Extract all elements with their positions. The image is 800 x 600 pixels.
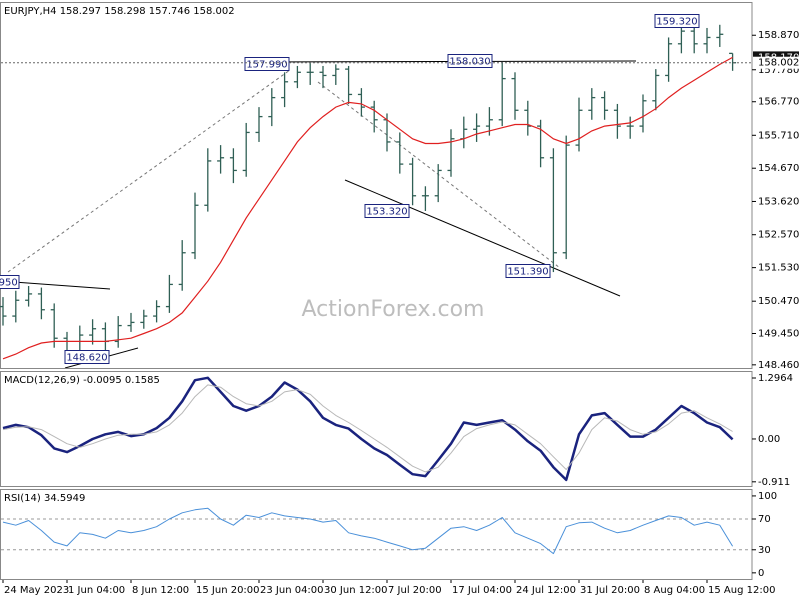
annotation: 159.320 xyxy=(656,17,697,28)
y-tick-label: 0 xyxy=(758,568,764,579)
watermark: ActionForex.com xyxy=(302,297,485,322)
y-tick-label: 148.460 xyxy=(758,360,799,371)
price-marker-box xyxy=(753,56,799,69)
y-tick-label: 157.780 xyxy=(758,65,799,76)
panel-frame xyxy=(0,489,753,580)
x-tick-label: 8 Jun 12:00 xyxy=(132,585,189,596)
trend-line xyxy=(244,60,637,63)
y-tick-label: 30 xyxy=(758,545,771,556)
y-tick-label: 154.670 xyxy=(758,163,799,174)
y-tick-label: 0.00 xyxy=(758,434,780,445)
indicator-line xyxy=(2,384,733,473)
wave-line xyxy=(317,81,561,269)
y-tick-label: 152.570 xyxy=(758,230,799,241)
annotation: 157.990 xyxy=(246,60,287,71)
panel-title: EURJPY,H4 158.297 158.298 157.746 158.00… xyxy=(4,6,235,17)
y-tick-label: 1.2964 xyxy=(758,373,793,384)
annotation-box xyxy=(654,14,700,28)
y-tick-label: -0.911 xyxy=(758,477,790,488)
x-tick-label: 8 Aug 04:00 xyxy=(644,585,705,596)
x-tick-label: 17 Jul 04:00 xyxy=(452,585,512,596)
y-tick-label: 70 xyxy=(758,514,771,525)
panel-title: RSI(14) 34.5949 xyxy=(4,493,85,504)
x-tick-label: 1 Jun 04:00 xyxy=(68,585,125,596)
annotation-box xyxy=(505,264,551,278)
y-tick-label: 156.770 xyxy=(758,97,799,108)
annotation-box xyxy=(0,275,20,289)
annotation: 158.030 xyxy=(449,57,490,68)
indicator-line xyxy=(2,507,734,555)
annotation-box xyxy=(364,204,410,218)
x-tick-label: 31 Jul 20:00 xyxy=(580,585,640,596)
y-tick-label: 151.530 xyxy=(758,263,799,274)
x-tick-label: 23 Jun 04:00 xyxy=(260,585,324,596)
panel-frame xyxy=(0,371,753,487)
x-tick-label: 7 Jul 20:00 xyxy=(388,585,442,596)
x-tick-label: 24 May 2023 xyxy=(4,585,69,596)
annotation: 148.620 xyxy=(66,353,107,364)
x-tick-label: 15 Aug 12:00 xyxy=(708,585,775,596)
annotation: 150.950 xyxy=(0,278,18,289)
annotation-box xyxy=(244,57,290,71)
y-tick-label: 149.450 xyxy=(758,328,799,339)
annotation: 153.320 xyxy=(366,207,407,218)
wave-line xyxy=(7,69,291,273)
y-tick-label: 153.620 xyxy=(758,196,799,207)
y-tick-label: 100 xyxy=(758,491,777,502)
price-marker: 158.002 xyxy=(758,58,799,69)
x-tick-label: 24 Jul 12:00 xyxy=(516,585,576,596)
x-tick-label: 15 Jun 20:00 xyxy=(196,585,260,596)
y-tick-label: 150.470 xyxy=(758,296,799,307)
y-tick-label: 158.870 xyxy=(758,30,799,41)
panel-frame xyxy=(0,2,753,369)
y-tick-label: 155.710 xyxy=(758,130,799,141)
annotation: 151.390 xyxy=(507,267,548,278)
annotation-box xyxy=(447,54,493,68)
trend-line xyxy=(344,179,621,297)
panel-title: MACD(12,26,9) -0.0095 0.1585 xyxy=(4,375,160,386)
annotation-box xyxy=(64,350,110,364)
x-tick-label: 30 Jun 12:00 xyxy=(324,585,388,596)
moving-average xyxy=(2,56,733,360)
